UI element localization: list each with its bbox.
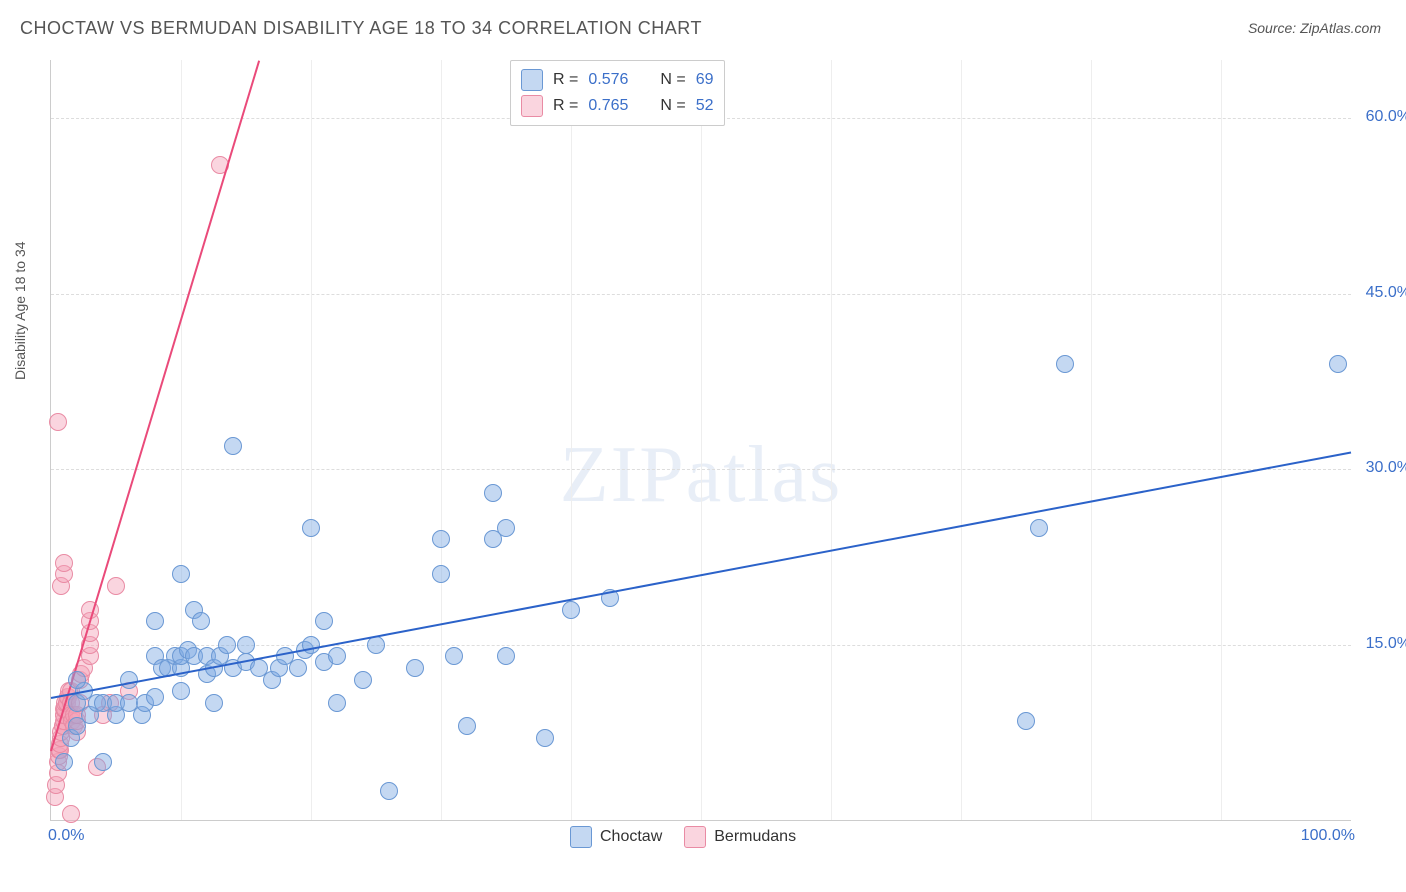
watermark-atlas: atlas [686, 431, 843, 519]
n-value-choctaw: 69 [696, 67, 714, 93]
data-point-bermudans [49, 413, 67, 431]
r-label: R = [553, 67, 578, 93]
data-point-choctaw [328, 647, 346, 665]
data-point-choctaw [536, 729, 554, 747]
data-point-choctaw [484, 484, 502, 502]
data-point-choctaw [237, 636, 255, 654]
data-point-choctaw [205, 694, 223, 712]
data-point-choctaw [497, 647, 515, 665]
data-point-choctaw [68, 671, 86, 689]
chart-area: ZIPatlas 15.0%30.0%45.0%60.0% R = 0.576 … [50, 60, 1350, 820]
data-point-choctaw [432, 530, 450, 548]
gridline-vertical [701, 60, 702, 820]
data-point-bermudans [107, 577, 125, 595]
data-point-choctaw [172, 682, 190, 700]
legend-series-box: Choctaw Bermudans [570, 826, 796, 848]
legend-stats-box: R = 0.576 N = 69 R = 0.765 N = 52 [510, 60, 725, 126]
r-value-bermudans: 0.765 [588, 93, 628, 119]
swatch-bermudans [684, 826, 706, 848]
data-point-choctaw [432, 565, 450, 583]
legend-stats-row-choctaw: R = 0.576 N = 69 [521, 67, 714, 93]
r-label: R = [553, 93, 578, 119]
data-point-choctaw [445, 647, 463, 665]
gridline-vertical [571, 60, 572, 820]
x-tick-max: 100.0% [1301, 827, 1355, 845]
data-point-choctaw [458, 717, 476, 735]
y-tick-label: 45.0% [1356, 284, 1406, 302]
legend-label-bermudans: Bermudans [714, 828, 796, 846]
data-point-choctaw [146, 612, 164, 630]
page-title: CHOCTAW VS BERMUDAN DISABILITY AGE 18 TO… [20, 18, 702, 39]
swatch-choctaw [521, 69, 543, 91]
data-point-choctaw [315, 612, 333, 630]
legend-item-choctaw: Choctaw [570, 826, 662, 848]
data-point-choctaw [380, 782, 398, 800]
data-point-choctaw [497, 519, 515, 537]
data-point-choctaw [328, 694, 346, 712]
data-point-choctaw [354, 671, 372, 689]
data-point-choctaw [192, 612, 210, 630]
data-point-choctaw [562, 601, 580, 619]
data-point-choctaw [218, 636, 236, 654]
legend-item-bermudans: Bermudans [684, 826, 796, 848]
gridline-vertical [1221, 60, 1222, 820]
data-point-choctaw [1056, 355, 1074, 373]
swatch-choctaw [570, 826, 592, 848]
n-value-bermudans: 52 [696, 93, 714, 119]
data-point-choctaw [1030, 519, 1048, 537]
data-point-choctaw [94, 753, 112, 771]
gridline-vertical [1091, 60, 1092, 820]
n-label: N = [660, 93, 685, 119]
gridline-vertical [441, 60, 442, 820]
r-value-choctaw: 0.576 [588, 67, 628, 93]
data-point-choctaw [146, 688, 164, 706]
gridline-vertical [961, 60, 962, 820]
data-point-choctaw [302, 519, 320, 537]
gridline-vertical [831, 60, 832, 820]
y-axis-label: Disability Age 18 to 34 [12, 241, 28, 380]
data-point-choctaw [172, 565, 190, 583]
data-point-bermudans [55, 554, 73, 572]
data-point-choctaw [55, 753, 73, 771]
legend-stats-row-bermudans: R = 0.765 N = 52 [521, 93, 714, 119]
data-point-bermudans [62, 805, 80, 823]
y-tick-label: 60.0% [1356, 108, 1406, 126]
source-attribution: Source: ZipAtlas.com [1248, 20, 1381, 36]
n-label: N = [660, 67, 685, 93]
source-prefix: Source: [1248, 20, 1300, 36]
data-point-choctaw [120, 671, 138, 689]
plot-region: ZIPatlas 15.0%30.0%45.0%60.0% [50, 60, 1351, 821]
x-tick-min: 0.0% [48, 827, 84, 845]
y-tick-label: 15.0% [1356, 635, 1406, 653]
data-point-choctaw [224, 437, 242, 455]
swatch-bermudans [521, 95, 543, 117]
source-name: ZipAtlas.com [1300, 20, 1381, 36]
data-point-choctaw [1329, 355, 1347, 373]
gridline-vertical [311, 60, 312, 820]
watermark-zip: ZIP [560, 431, 686, 519]
gridline-vertical [181, 60, 182, 820]
data-point-choctaw [406, 659, 424, 677]
data-point-choctaw [289, 659, 307, 677]
data-point-choctaw [1017, 712, 1035, 730]
y-tick-label: 30.0% [1356, 459, 1406, 477]
legend-label-choctaw: Choctaw [600, 828, 662, 846]
